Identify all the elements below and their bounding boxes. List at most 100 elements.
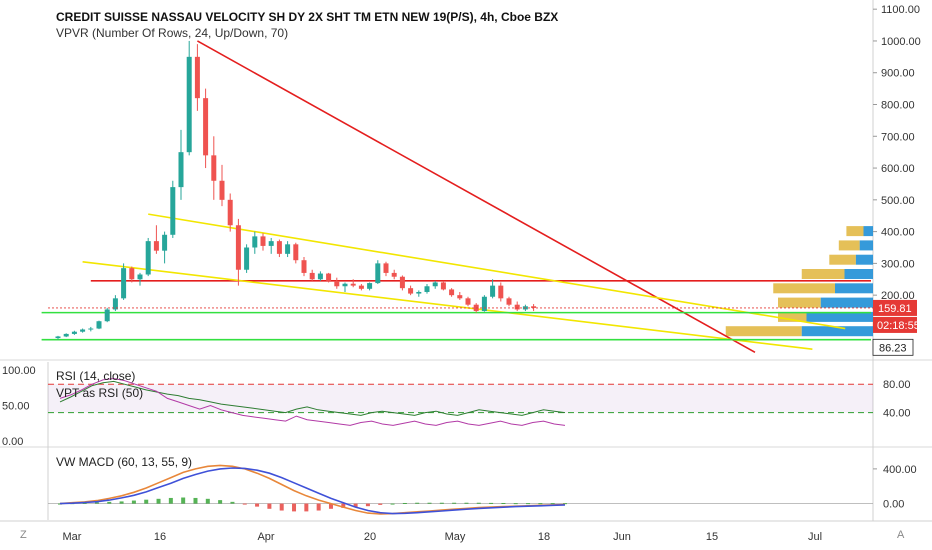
macd-hist-bar: [501, 502, 506, 504]
candle-body: [326, 273, 332, 281]
candle-body: [375, 263, 381, 284]
rsi-right-tick: 80.00: [883, 379, 911, 391]
macd-hist-bar: [94, 502, 99, 504]
macd-hist-bar: [131, 500, 136, 504]
macd-hist-bar: [193, 497, 198, 504]
macd-hist-bar: [489, 502, 494, 504]
rsi-left-tick: 50.00: [2, 401, 30, 413]
candle-body: [440, 282, 446, 290]
rsi-series-1: [59, 377, 566, 426]
candle-body: [301, 260, 307, 273]
vp-row-down: [778, 311, 807, 322]
vp-row-up: [835, 283, 873, 294]
candle-body: [162, 234, 168, 251]
macd-legend: VW MACD (60, 13, 55, 9): [56, 455, 193, 469]
candle-body: [137, 274, 143, 280]
y-tick-label: 400.00: [881, 227, 915, 239]
y-tick-label: 1100.00: [881, 4, 920, 16]
rsi-legend: RSI (14, close): [56, 369, 136, 383]
macd-hist-bar: [255, 503, 260, 507]
vp-row-down: [846, 226, 864, 237]
macd-tick-label: 0.00: [883, 499, 904, 511]
macd-hist-bar: [304, 503, 309, 512]
candle-body: [416, 291, 422, 294]
candle-body: [268, 241, 274, 246]
candle-body: [457, 295, 463, 299]
candle-body: [481, 296, 487, 312]
macd-hist-bar: [292, 503, 297, 512]
candle-body: [145, 241, 151, 275]
level-label: 86.23: [879, 342, 907, 354]
candle-body: [219, 180, 225, 200]
timezone-button[interactable]: Z: [20, 529, 27, 541]
candle-body: [506, 298, 512, 305]
macd-hist-bar: [168, 497, 173, 504]
candle-body: [104, 309, 110, 322]
candle-body: [293, 244, 299, 261]
vp-row-up: [801, 326, 873, 337]
last-price-tag: [873, 299, 917, 316]
candle-body: [178, 152, 184, 188]
candle-body: [531, 306, 537, 308]
candle-body: [514, 304, 520, 310]
candle-body: [153, 241, 159, 251]
candle-body: [334, 280, 340, 287]
candle-body: [367, 283, 373, 289]
macd-hist-bar: [365, 503, 370, 507]
macd-hist-bar: [427, 502, 432, 504]
candle-body: [55, 336, 61, 339]
macd-hist-bar: [218, 500, 223, 504]
macd-hist-bar: [58, 503, 62, 505]
macd-hist-bar: [563, 503, 567, 505]
rsi-left-tick: 100.00: [2, 365, 36, 377]
candle-body: [96, 321, 102, 329]
rsi-right-tick: 40.00: [883, 408, 911, 420]
candle-body: [227, 199, 233, 226]
macd-hist-bar: [439, 502, 444, 504]
macd-hist-bar: [205, 498, 210, 504]
candle-body: [235, 225, 241, 270]
macd-hist-bar: [341, 503, 346, 508]
x-tick-label: Apr: [257, 531, 274, 543]
candle-body: [317, 273, 323, 280]
macd-hist-bar: [353, 503, 358, 508]
y-tick-label: 1000.00: [881, 36, 921, 48]
candle-body: [63, 333, 69, 337]
trend-line-yellow-upper: [148, 213, 846, 330]
x-tick-label: May: [445, 531, 466, 543]
macd-hist-bar: [316, 503, 321, 511]
auto-scale-button[interactable]: A: [897, 529, 905, 541]
macd-hist-bar: [526, 503, 531, 505]
macd-hist-bar: [415, 502, 420, 504]
candle-body: [244, 247, 250, 270]
candle-body: [408, 288, 414, 294]
candle-body: [186, 56, 192, 153]
vp-row-down: [829, 254, 856, 265]
vp-row-down: [838, 240, 860, 251]
macd-tick-label: 400.00: [883, 464, 917, 476]
trend-line-yellow-lower: [82, 261, 813, 350]
y-tick-label: 300.00: [881, 258, 915, 270]
macd-hist-bar: [538, 503, 543, 505]
y-tick-label: 800.00: [881, 100, 915, 112]
macd-hist-bar: [242, 503, 247, 505]
macd-hist-bar: [267, 503, 272, 509]
candle-body: [309, 272, 315, 280]
rsi-left-tick: 0.00: [2, 436, 23, 448]
rsi-series-0: [59, 380, 566, 416]
chart-title: CREDIT SUISSE NASSAU VELOCITY SH DY 2X S…: [56, 10, 559, 24]
macd-hist-bar: [513, 503, 518, 505]
trend-line-red-downtrend: [197, 40, 756, 354]
y-tick-label: 700.00: [881, 131, 915, 143]
candle-body: [391, 272, 397, 277]
macd-hist-bar: [328, 503, 333, 509]
candle-body: [358, 285, 364, 289]
countdown-label: 02:18:55: [877, 320, 920, 332]
vp-row-down: [801, 269, 845, 280]
candle-body: [399, 276, 405, 289]
vp-row-down: [725, 326, 802, 337]
candle-body: [211, 155, 217, 181]
candle-body: [194, 56, 200, 99]
